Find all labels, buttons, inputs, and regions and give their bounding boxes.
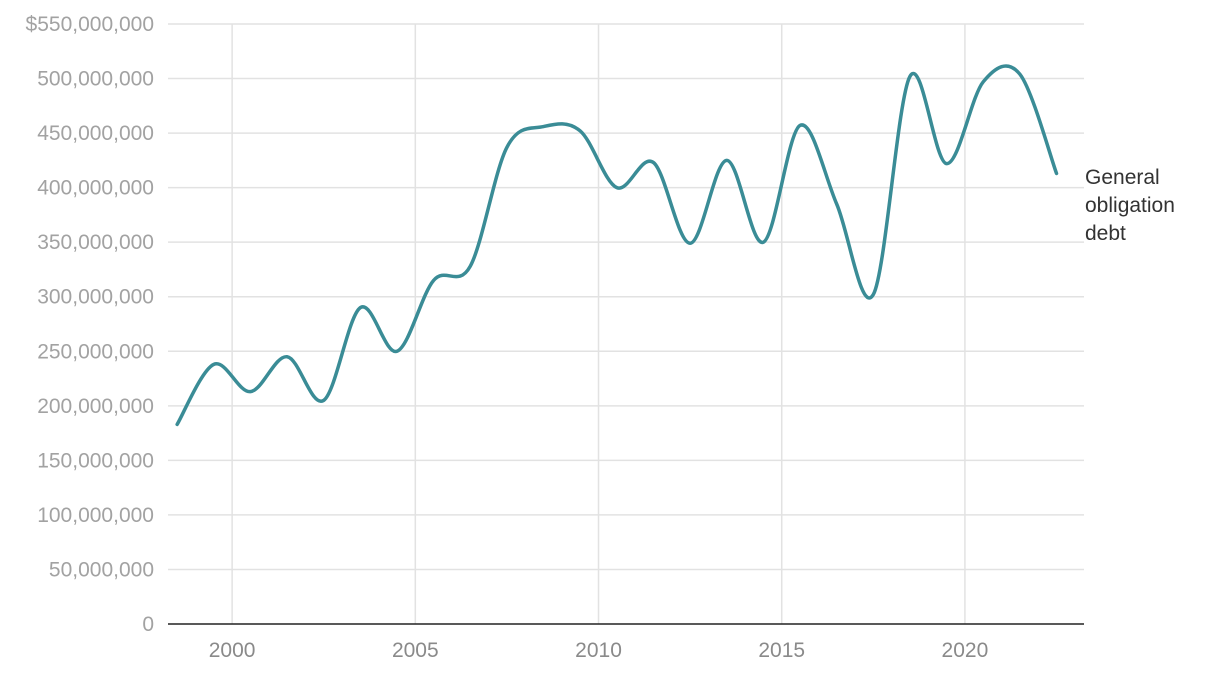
data-point [395,349,399,353]
y-tick-label: 450,000,000 [37,122,154,145]
gridlines [168,23,1084,624]
y-tick-label: 150,000,000 [37,449,154,472]
y-tick-label: 100,000,000 [37,504,154,527]
data-point [688,241,692,245]
series-label: General obligation debt [1085,166,1175,245]
data-point [1055,171,1059,175]
y-tick-label: 500,000,000 [37,68,154,91]
series-label-line: General [1085,166,1160,189]
data-point [1018,72,1022,76]
y-tick-label: 50,000,000 [49,558,154,581]
y-tick-label: 250,000,000 [37,340,154,363]
data-point [835,202,839,206]
x-tick-label: 2000 [209,639,256,662]
y-tick-label: 300,000,000 [37,286,154,309]
data-point [432,278,436,282]
data-point [505,145,509,149]
x-tick-label: 2015 [758,639,805,662]
data-point [358,306,362,310]
y-tick-label: $550,000,000 [26,13,154,36]
data-point [212,362,216,366]
series-layer: General obligation debt [175,64,1175,427]
data-point [761,240,765,244]
data-point [615,186,619,190]
y-tick-label: 0 [142,613,154,636]
series-label-line: obligation [1085,194,1175,217]
data-point [651,161,655,165]
data-point [945,162,949,166]
data-point [725,158,729,162]
y-axis: 0 50,000,000 100,000,000 150,000,000 200,000… [26,13,154,636]
x-axis: 2000 2005 2010 2015 2020 [168,623,1084,662]
data-point [285,355,289,359]
data-point [981,80,985,84]
data-point [908,74,912,78]
y-tick-label: 350,000,000 [37,231,154,254]
x-tick-label: 2005 [392,639,439,662]
data-point [871,293,875,297]
data-point [468,264,472,268]
data-point [175,422,179,426]
data-point [542,125,546,129]
data-point [798,123,802,127]
data-point [248,390,252,394]
y-tick-label: 200,000,000 [37,395,154,418]
series-line-general-obligation-debt [175,64,1059,427]
data-point [322,398,326,402]
series-label-line: debt [1085,222,1126,245]
x-tick-label: 2020 [942,639,989,662]
data-point [578,129,582,133]
x-tick-label: 2010 [575,639,622,662]
y-tick-label: 400,000,000 [37,177,154,200]
